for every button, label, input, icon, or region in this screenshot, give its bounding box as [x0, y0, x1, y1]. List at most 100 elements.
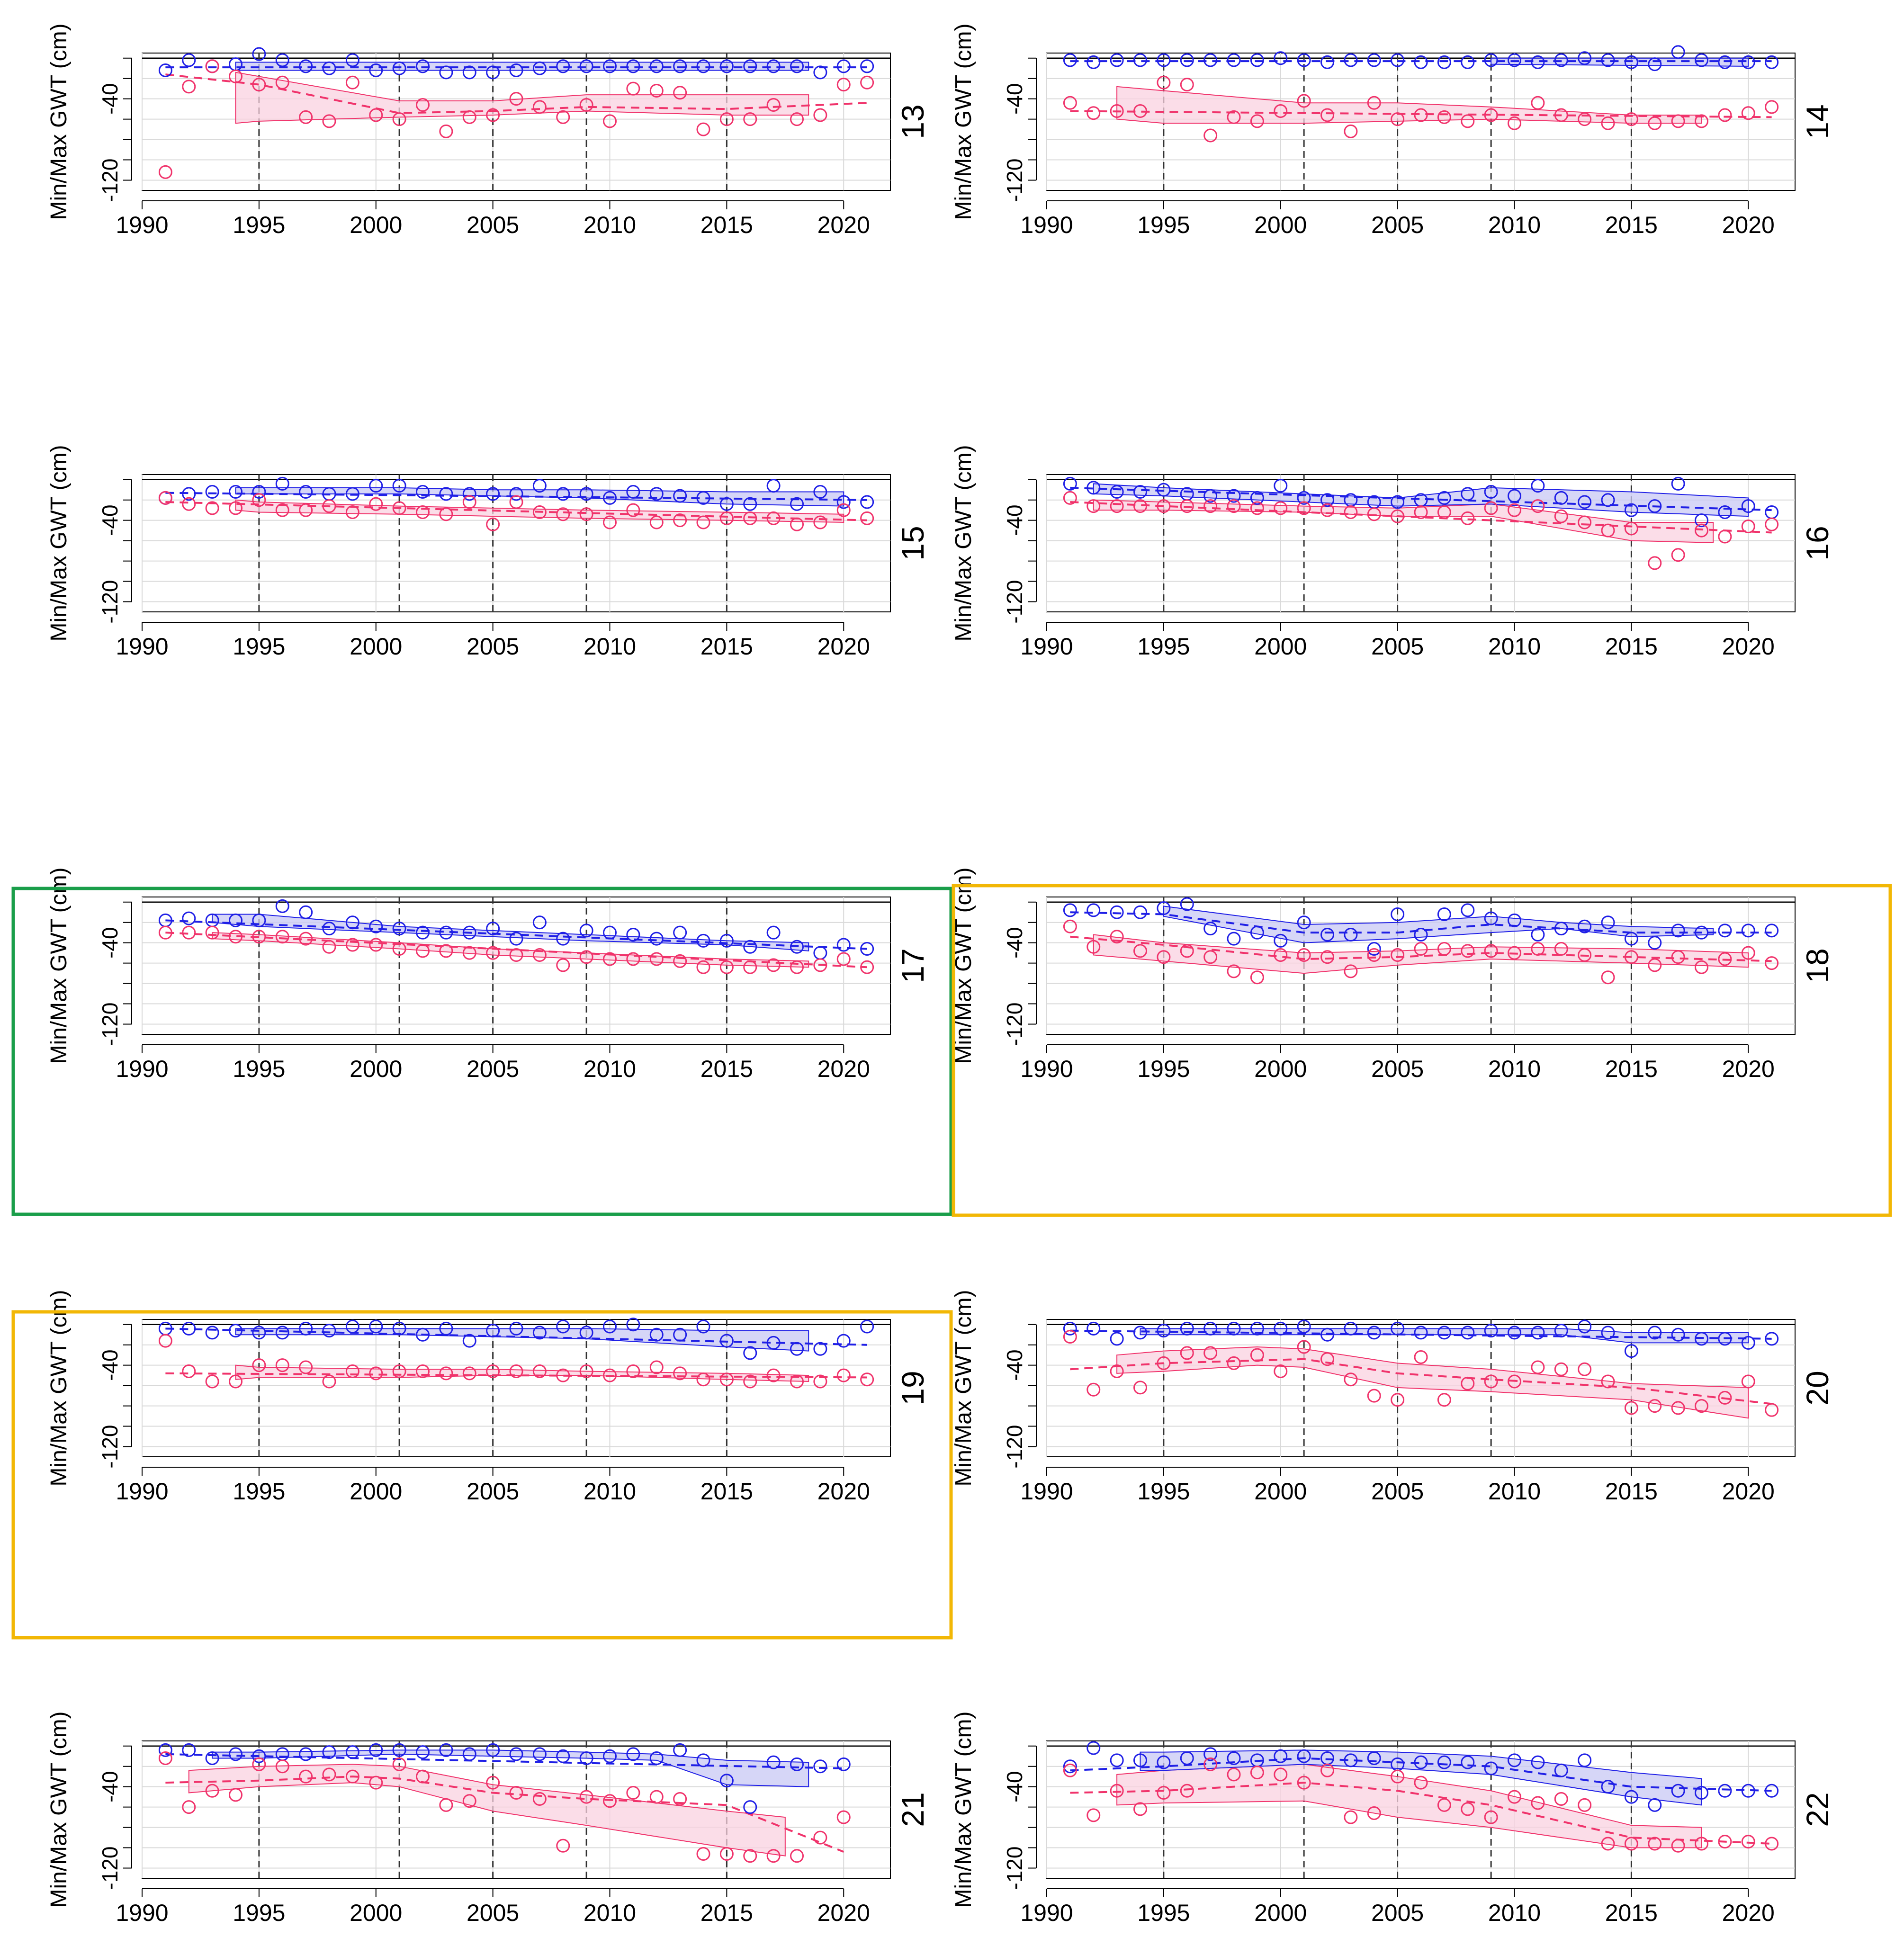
max-gwt-point: [766, 925, 781, 940]
max-gwt-point: [1695, 1332, 1708, 1346]
min-gwt-point: [1297, 1340, 1311, 1354]
max-gwt-point: [392, 479, 406, 493]
max-gwt-point: [1508, 1326, 1521, 1340]
max-gwt-point: [1484, 53, 1498, 67]
max-gwt-point: [252, 485, 266, 499]
max-gwt-point: [509, 1747, 523, 1761]
max-gwt-point: [1648, 499, 1662, 513]
max-gwt-point: [860, 942, 874, 956]
min-gwt-point: [696, 1847, 710, 1861]
min-gwt-point: [509, 495, 523, 509]
plot-frame: [1046, 897, 1796, 1035]
max-gwt-point: [1461, 487, 1475, 501]
x-tick-label: 2015: [1605, 1478, 1658, 1505]
min-gwt-point: [229, 1788, 242, 1802]
max-gwt-point: [1718, 924, 1732, 938]
y-axis-title: Min/Max GWT (cm): [46, 1290, 72, 1486]
max-gwt-point: [1133, 905, 1147, 919]
max-gwt-point: [392, 61, 406, 75]
min-gwt-point: [1601, 523, 1615, 538]
max-gwt-point: [1227, 489, 1241, 503]
min-gwt-point: [1718, 1390, 1732, 1405]
min-gwt-point: [369, 108, 383, 122]
min-gwt-point: [1695, 523, 1708, 538]
max-gwt-point: [439, 1321, 453, 1336]
max-gwt-point: [836, 59, 851, 73]
min-gwt-point: [416, 944, 430, 958]
max-gwt-point: [603, 59, 617, 73]
min-gwt-point: [1157, 499, 1171, 513]
min-gwt-point: [1250, 114, 1264, 128]
min-gwt-point: [486, 517, 500, 531]
max-gwt-point: [275, 899, 289, 913]
min-gwt-point: [509, 948, 523, 962]
max-gwt-point: [649, 59, 664, 73]
x-tick-label: 2015: [1605, 212, 1658, 238]
min-gwt-point: [1203, 1757, 1218, 1771]
min-gwt-point: [229, 1374, 242, 1389]
max-gwt-point: [1437, 907, 1451, 922]
x-tick-label: 2000: [1254, 1900, 1307, 1926]
max-gwt-point: [649, 932, 664, 946]
min-gwt-point: [322, 940, 336, 954]
max-gwt-point: [696, 1319, 710, 1334]
max-gwt-point: [462, 65, 476, 80]
x-tick-label: 2020: [817, 1900, 870, 1926]
max-gwt-point: [743, 1346, 757, 1360]
min-gwt-point: [836, 503, 851, 517]
y-tick-label: -120: [1002, 580, 1027, 623]
max-gwt-point: [1531, 927, 1545, 942]
x-tick-label: 2005: [1371, 633, 1424, 660]
x-tick-label: 2020: [817, 212, 870, 238]
min-gwt-point: [603, 1794, 617, 1808]
max-gwt-point: [1320, 55, 1334, 69]
min-gwt-point: [1554, 942, 1568, 956]
min-gwt-point: [1110, 499, 1124, 513]
max-gwt-point: [299, 1321, 313, 1336]
x-tick-label: 2020: [1722, 633, 1775, 660]
max-gwt-point: [1671, 45, 1685, 59]
min-gwt-point: [1624, 950, 1638, 964]
max-gwt-point: [1484, 1324, 1498, 1338]
min-gwt-point: [1367, 948, 1381, 962]
max-gwt-point: [299, 905, 313, 919]
min-gwt-point: [462, 110, 476, 124]
min-gwt-point: [462, 1794, 476, 1808]
min-gwt-point: [1601, 1837, 1615, 1851]
min-gwt-point: [1414, 1350, 1428, 1364]
max-gwt-point: [345, 53, 359, 67]
max-gwt-point: [1367, 942, 1381, 956]
min-gwt-point: [1157, 75, 1171, 90]
min-gwt-point: [1508, 503, 1521, 517]
min-gwt-point: [1391, 948, 1405, 962]
min-gwt-point: [1601, 970, 1615, 985]
min-gwt-point: [369, 497, 383, 511]
max-gwt-point: [626, 1318, 640, 1332]
max-gwt-point: [1601, 1780, 1615, 1794]
panel-number: 21: [895, 1792, 930, 1827]
y-tick-label: -120: [98, 1846, 122, 1890]
min-gwt-point: [1227, 1356, 1241, 1370]
min-gwt-point: [1718, 529, 1732, 544]
min-gwt-point: [1274, 104, 1288, 118]
min-gwt-point: [462, 495, 476, 509]
panel-number: 18: [1800, 948, 1835, 983]
min-gwt-point: [1508, 946, 1521, 960]
max-gwt-point: [649, 487, 664, 501]
min-gwt-point: [1741, 1835, 1755, 1849]
min-gwt-point: [1508, 1790, 1521, 1804]
max-gwt-point: [836, 1334, 851, 1348]
max-gwt-point: [1765, 924, 1779, 938]
min-gwt-point: [1648, 1837, 1662, 1851]
max-gwt-point: [626, 59, 640, 73]
min-gwt-point: [275, 1759, 289, 1774]
min-gwt-point: [1180, 1346, 1194, 1360]
max-gwt-point: [1671, 924, 1685, 938]
max-gwt-point: [556, 487, 570, 501]
x-tick-label: 1990: [116, 1900, 168, 1926]
max-gwt-point: [1180, 53, 1194, 67]
max-gwt-point: [252, 47, 266, 61]
min-gwt-point: [603, 515, 617, 529]
chart-panel-19: -120 -40 Min/Max GWT (cm) 1990 1995 2000 2005 2…: [11, 1290, 953, 1640]
min-gwt-point: [1671, 548, 1685, 562]
